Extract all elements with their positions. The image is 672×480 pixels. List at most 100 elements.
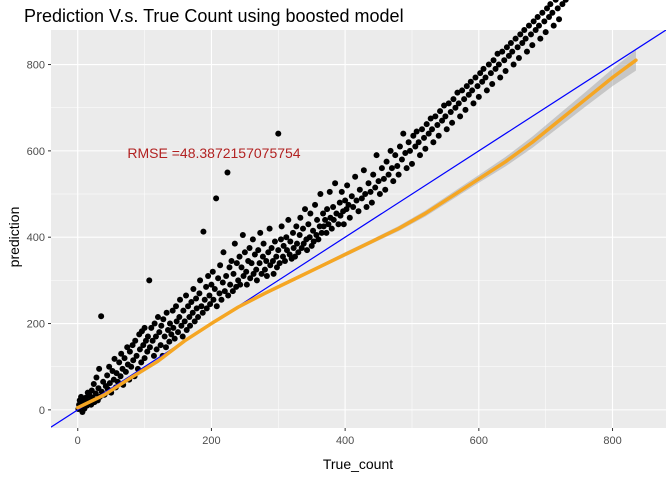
data-point: [241, 249, 248, 256]
data-point: [243, 281, 250, 288]
data-point: [208, 281, 215, 288]
data-point: [537, 35, 544, 42]
x-axis-title: True_count: [323, 456, 393, 472]
data-point: [477, 70, 484, 77]
data-point: [104, 372, 111, 379]
data-point: [253, 277, 260, 284]
data-point: [422, 145, 429, 152]
data-point: [199, 309, 206, 316]
data-point: [529, 42, 536, 49]
data-point: [392, 152, 399, 159]
data-point: [153, 346, 160, 353]
data-point: [144, 348, 151, 355]
data-point: [129, 342, 136, 349]
data-point: [495, 61, 502, 68]
data-point: [177, 296, 184, 303]
data-point: [490, 57, 497, 64]
data-point: [144, 333, 151, 340]
data-point: [304, 247, 311, 254]
data-point: [385, 171, 392, 178]
data-point: [158, 322, 165, 329]
data-point: [403, 165, 410, 172]
data-point: [363, 203, 370, 210]
data-point: [517, 31, 524, 38]
data-point: [290, 244, 297, 251]
data-point: [410, 132, 417, 139]
data-point: [219, 279, 226, 286]
data-point: [270, 270, 277, 277]
data-point: [340, 221, 347, 228]
data-point: [161, 333, 168, 340]
data-point: [173, 318, 180, 325]
data-point: [375, 178, 382, 185]
data-point: [265, 249, 272, 256]
data-point: [255, 247, 262, 254]
data-point: [146, 344, 153, 351]
data-point: [224, 169, 231, 176]
data-point: [96, 365, 103, 372]
data-point: [447, 109, 454, 116]
data-point: [230, 270, 237, 277]
data-point: [412, 143, 419, 150]
data-point: [300, 225, 307, 232]
data-point: [132, 337, 139, 344]
data-point: [213, 195, 220, 202]
data-point: [98, 313, 105, 320]
data-point: [117, 373, 124, 380]
data-point: [267, 262, 274, 269]
axis-ticks: 0 200 400 600 800 0 200 400 600 800: [27, 60, 622, 447]
data-point: [226, 264, 233, 271]
data-point: [368, 199, 375, 206]
data-point: [534, 14, 541, 21]
data-point: [171, 335, 178, 342]
data-point: [413, 128, 420, 135]
data-point: [283, 234, 290, 241]
data-point: [263, 257, 270, 264]
data-point: [269, 257, 276, 264]
data-point: [454, 89, 461, 96]
data-point: [257, 229, 264, 236]
data-point: [148, 324, 155, 331]
data-point: [326, 188, 333, 195]
data-point: [450, 96, 457, 103]
data-point: [92, 390, 99, 397]
data-point: [176, 314, 183, 321]
data-point: [512, 35, 519, 42]
data-point: [183, 327, 190, 334]
data-point: [547, 1, 554, 8]
data-point: [515, 55, 522, 62]
data-point: [318, 229, 325, 236]
data-point: [370, 171, 377, 178]
data-point: [330, 216, 337, 223]
data-point: [280, 242, 287, 249]
data-point: [312, 201, 319, 208]
data-point: [133, 352, 140, 359]
data-point: [387, 147, 394, 154]
data-point: [151, 320, 158, 327]
data-point: [157, 342, 164, 349]
data-point: [423, 121, 430, 128]
data-point: [417, 152, 423, 159]
x-tick-label: 800: [603, 435, 621, 447]
data-point: [191, 318, 198, 325]
data-point: [258, 270, 265, 277]
data-point: [220, 249, 227, 256]
data-point: [539, 9, 546, 16]
data-point: [400, 130, 407, 137]
data-point: [487, 70, 494, 77]
data-point: [295, 249, 302, 256]
data-point: [247, 275, 254, 282]
data-point: [250, 270, 257, 277]
data-point: [236, 253, 243, 260]
y-tick-label: 600: [27, 146, 45, 158]
data-point: [406, 147, 413, 154]
data-point: [100, 378, 107, 385]
data-point: [166, 320, 173, 327]
y-axis-title: prediction: [6, 207, 22, 268]
data-point: [457, 113, 464, 120]
data-point: [320, 210, 327, 217]
data-point: [353, 197, 360, 204]
data-point: [441, 102, 448, 109]
y-tick-label: 400: [27, 232, 45, 244]
data-point: [442, 113, 449, 120]
